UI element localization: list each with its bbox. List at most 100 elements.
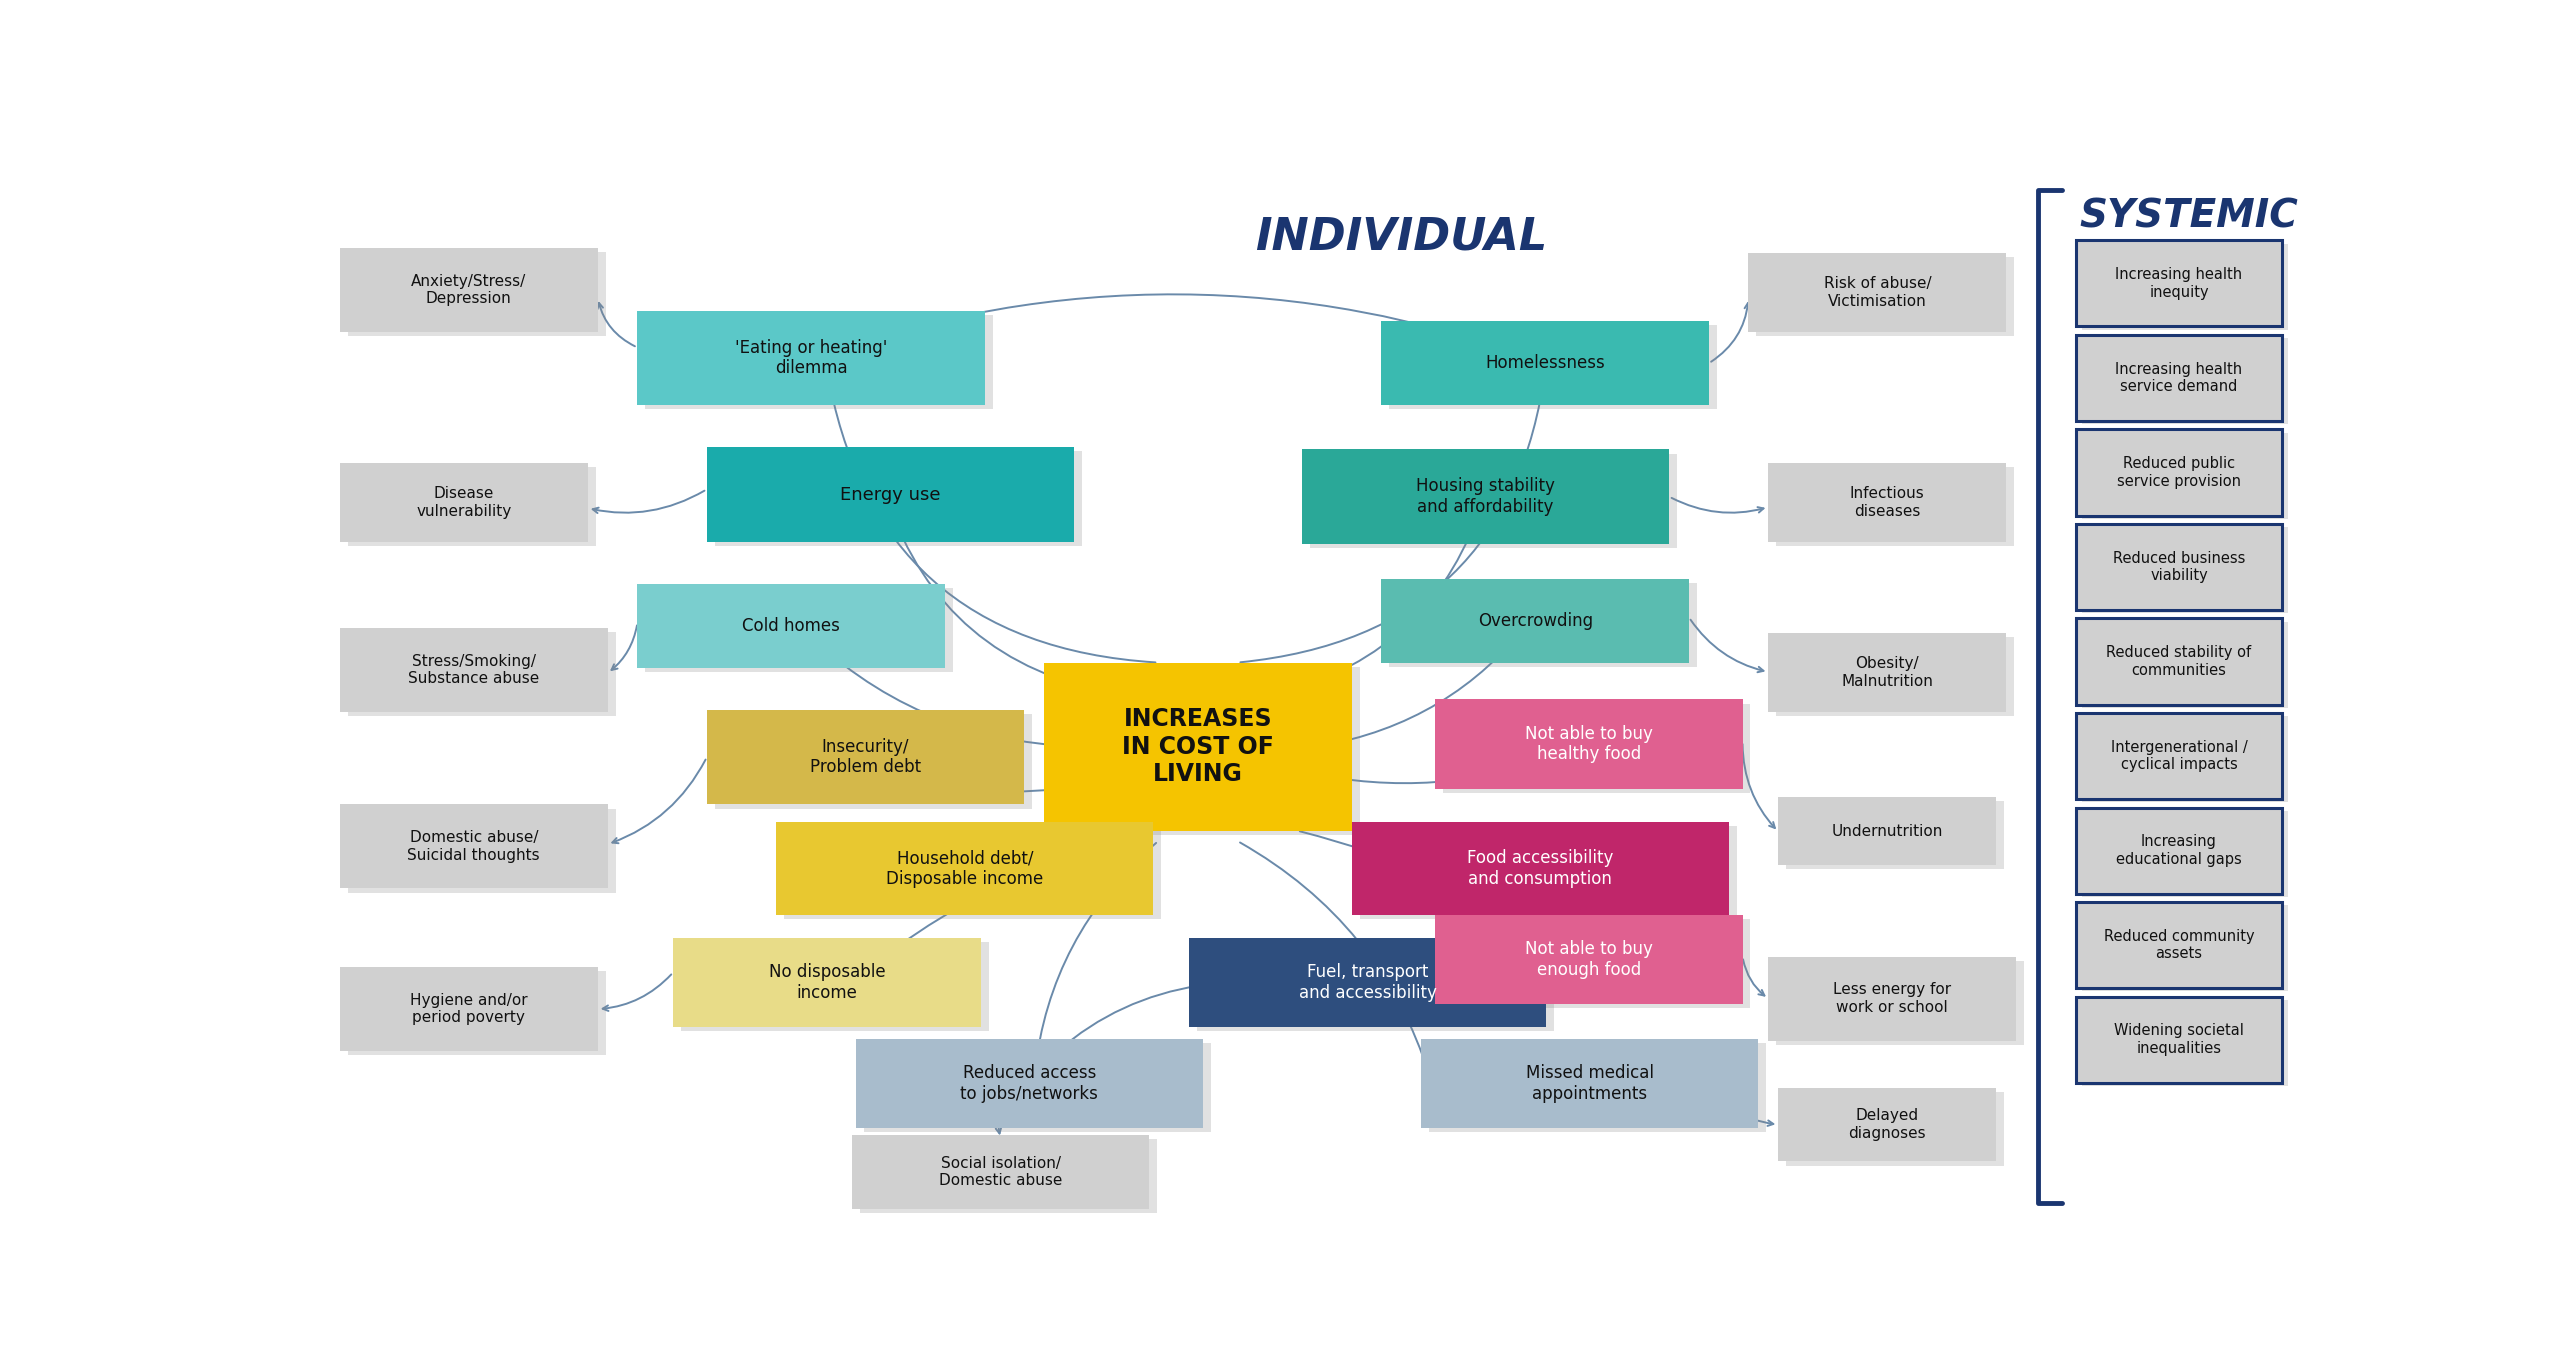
FancyBboxPatch shape <box>348 468 596 546</box>
FancyBboxPatch shape <box>783 827 1162 919</box>
FancyBboxPatch shape <box>1769 956 2017 1041</box>
FancyBboxPatch shape <box>2081 432 2289 518</box>
FancyBboxPatch shape <box>1787 801 2004 869</box>
Text: Not able to buy
enough food: Not able to buy enough food <box>1526 940 1654 978</box>
FancyBboxPatch shape <box>2076 524 2281 610</box>
Text: INDIVIDUAL: INDIVIDUAL <box>1254 216 1546 259</box>
FancyBboxPatch shape <box>673 937 980 1027</box>
Text: Obesity/
Malnutrition: Obesity/ Malnutrition <box>1841 656 1933 689</box>
Text: 'Eating or heating'
dilemma: 'Eating or heating' dilemma <box>735 338 888 378</box>
FancyBboxPatch shape <box>1421 1038 1759 1128</box>
Text: Stress/Smoking/
Substance abuse: Stress/Smoking/ Substance abuse <box>407 653 540 686</box>
Text: INCREASES
IN COST OF
LIVING: INCREASES IN COST OF LIVING <box>1121 707 1275 787</box>
FancyBboxPatch shape <box>776 822 1155 915</box>
Text: Housing stability
and affordability: Housing stability and affordability <box>1416 477 1554 516</box>
FancyBboxPatch shape <box>852 1135 1149 1209</box>
FancyBboxPatch shape <box>2076 902 2281 988</box>
FancyBboxPatch shape <box>714 713 1032 809</box>
FancyBboxPatch shape <box>1390 326 1718 409</box>
FancyBboxPatch shape <box>340 462 589 542</box>
Text: SYSTEMIC: SYSTEMIC <box>2079 198 2299 235</box>
FancyBboxPatch shape <box>714 451 1083 546</box>
FancyBboxPatch shape <box>1188 937 1546 1027</box>
FancyBboxPatch shape <box>1779 1088 1997 1162</box>
FancyBboxPatch shape <box>1390 582 1697 667</box>
FancyBboxPatch shape <box>340 627 607 712</box>
FancyBboxPatch shape <box>1436 915 1743 1004</box>
FancyBboxPatch shape <box>340 805 607 888</box>
Text: Domestic abuse/
Suicidal thoughts: Domestic abuse/ Suicidal thoughts <box>407 831 540 862</box>
Text: Reduced stability of
communities: Reduced stability of communities <box>2107 645 2253 678</box>
Text: Not able to buy
healthy food: Not able to buy healthy food <box>1526 724 1654 764</box>
FancyBboxPatch shape <box>707 447 1075 542</box>
FancyBboxPatch shape <box>2076 618 2281 705</box>
FancyBboxPatch shape <box>348 632 614 716</box>
FancyBboxPatch shape <box>2076 807 2281 893</box>
FancyBboxPatch shape <box>348 971 607 1056</box>
FancyBboxPatch shape <box>637 584 945 668</box>
Text: Anxiety/Stress/
Depression: Anxiety/Stress/ Depression <box>412 274 527 306</box>
FancyBboxPatch shape <box>340 967 599 1052</box>
FancyBboxPatch shape <box>637 311 986 405</box>
FancyBboxPatch shape <box>1769 633 2007 712</box>
Text: Reduced access
to jobs/networks: Reduced access to jobs/networks <box>960 1064 1098 1102</box>
FancyBboxPatch shape <box>2081 1000 2289 1086</box>
FancyBboxPatch shape <box>348 809 614 892</box>
FancyBboxPatch shape <box>1444 704 1751 792</box>
FancyBboxPatch shape <box>1382 321 1710 405</box>
FancyBboxPatch shape <box>855 1038 1203 1128</box>
FancyBboxPatch shape <box>1052 667 1359 835</box>
FancyBboxPatch shape <box>2081 527 2289 614</box>
Text: Infectious
diseases: Infectious diseases <box>1851 486 1925 518</box>
Text: Social isolation/
Domestic abuse: Social isolation/ Domestic abuse <box>940 1155 1062 1188</box>
FancyBboxPatch shape <box>681 943 988 1031</box>
FancyBboxPatch shape <box>1777 637 2015 716</box>
FancyBboxPatch shape <box>1779 797 1997 865</box>
FancyBboxPatch shape <box>1382 578 1690 663</box>
Text: Hygiene and/or
period poverty: Hygiene and/or period poverty <box>410 993 527 1026</box>
FancyBboxPatch shape <box>2081 716 2289 802</box>
FancyBboxPatch shape <box>1444 919 1751 1008</box>
FancyBboxPatch shape <box>2076 430 2281 516</box>
FancyBboxPatch shape <box>2081 338 2289 424</box>
Text: Less energy for
work or school: Less energy for work or school <box>1833 982 1951 1015</box>
Text: Delayed
diagnoses: Delayed diagnoses <box>1848 1109 1925 1140</box>
FancyBboxPatch shape <box>2081 622 2289 708</box>
FancyBboxPatch shape <box>1352 822 1728 915</box>
Text: Reduced business
viability: Reduced business viability <box>2112 551 2245 584</box>
FancyBboxPatch shape <box>2076 240 2281 326</box>
FancyBboxPatch shape <box>2081 244 2289 330</box>
FancyBboxPatch shape <box>348 252 607 336</box>
Text: Reduced community
assets: Reduced community assets <box>2104 929 2255 962</box>
FancyBboxPatch shape <box>1428 1042 1766 1132</box>
FancyBboxPatch shape <box>1777 960 2025 1045</box>
Text: Food accessibility
and consumption: Food accessibility and consumption <box>1467 848 1613 888</box>
FancyBboxPatch shape <box>2076 997 2281 1083</box>
FancyBboxPatch shape <box>645 315 993 409</box>
FancyBboxPatch shape <box>1777 468 2015 546</box>
FancyBboxPatch shape <box>2081 906 2289 992</box>
Text: Disease
vulnerability: Disease vulnerability <box>417 486 512 518</box>
Text: Intergenerational /
cyclical impacts: Intergenerational / cyclical impacts <box>2109 739 2248 772</box>
FancyBboxPatch shape <box>2076 336 2281 421</box>
FancyBboxPatch shape <box>340 248 599 331</box>
Text: Energy use: Energy use <box>840 486 940 503</box>
FancyBboxPatch shape <box>1311 454 1677 548</box>
FancyBboxPatch shape <box>645 588 952 672</box>
FancyBboxPatch shape <box>1756 258 2015 336</box>
FancyBboxPatch shape <box>2081 810 2289 896</box>
Text: Fuel, transport
and accessibility: Fuel, transport and accessibility <box>1298 963 1436 1001</box>
Text: Homelessness: Homelessness <box>1485 355 1605 372</box>
FancyBboxPatch shape <box>1359 827 1736 919</box>
FancyBboxPatch shape <box>2076 713 2281 799</box>
FancyBboxPatch shape <box>1198 943 1554 1031</box>
Text: Widening societal
inequalities: Widening societal inequalities <box>2115 1023 2245 1056</box>
Text: No disposable
income: No disposable income <box>768 963 886 1001</box>
Text: Increasing health
service demand: Increasing health service demand <box>2115 361 2243 394</box>
Text: Overcrowding: Overcrowding <box>1477 611 1592 630</box>
FancyBboxPatch shape <box>1303 449 1669 544</box>
Text: Increasing health
inequity: Increasing health inequity <box>2115 267 2243 300</box>
FancyBboxPatch shape <box>863 1042 1211 1132</box>
FancyBboxPatch shape <box>1436 700 1743 788</box>
FancyBboxPatch shape <box>1748 252 2007 331</box>
